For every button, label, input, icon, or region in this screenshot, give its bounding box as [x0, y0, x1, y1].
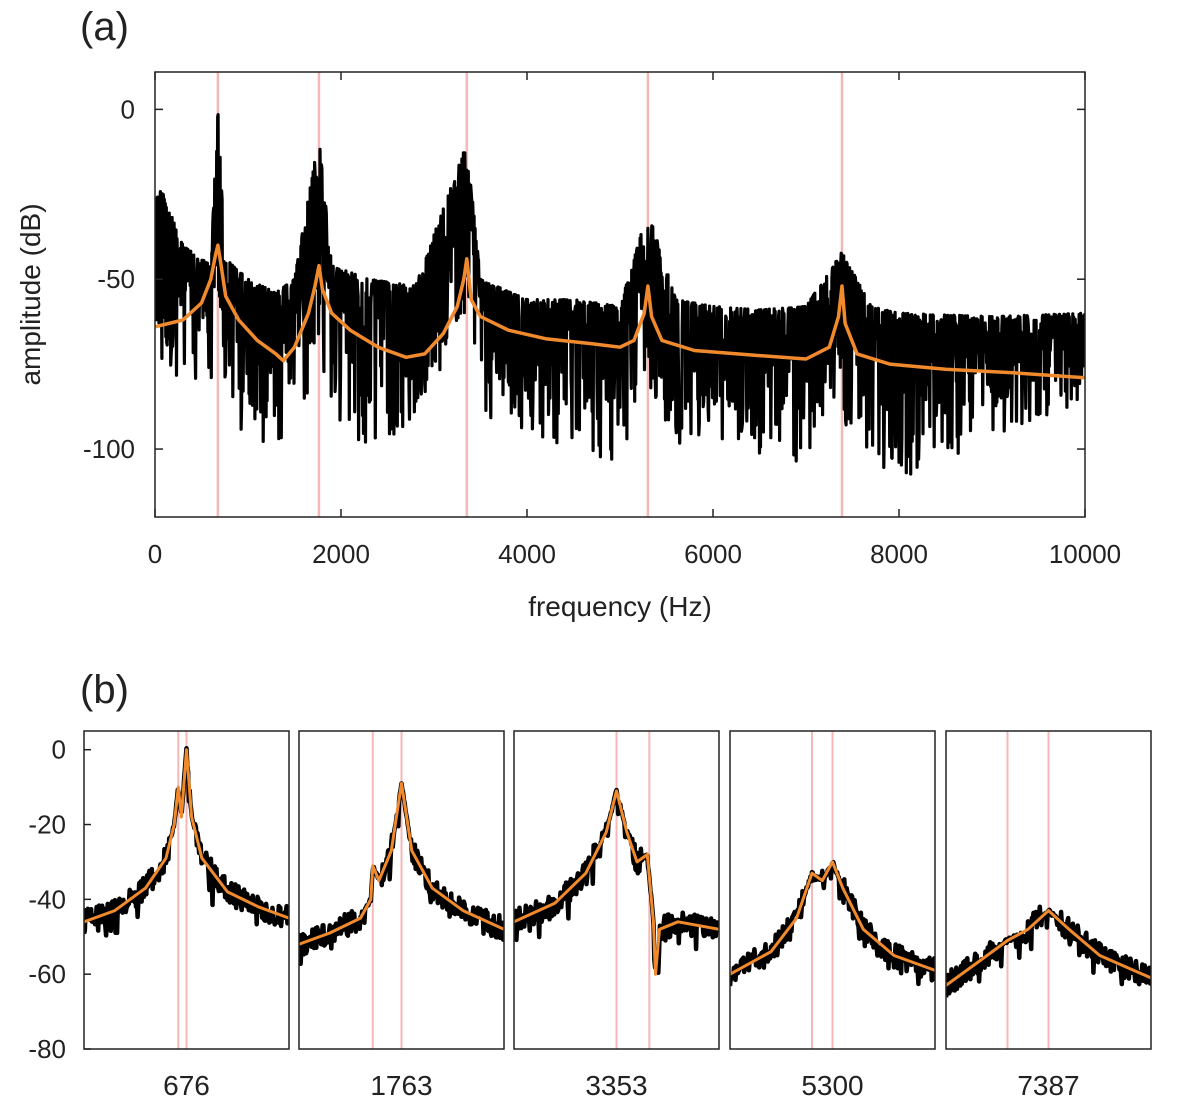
x-tick-label: 2000: [312, 539, 370, 569]
y-tick-label: -40: [28, 884, 66, 914]
panel-label-b: (b): [80, 668, 129, 712]
series-fit: [946, 909, 1151, 987]
plot-frame-a: [154, 71, 1086, 518]
plot-area: [946, 731, 1151, 1049]
subpanel-676: 676: [83, 730, 290, 1101]
subpanel-x-label: 5300: [801, 1070, 863, 1101]
y-tick-label: -50: [97, 264, 135, 294]
subpanel-3353: 3353: [513, 730, 720, 1101]
y-tick-label: 0: [121, 94, 135, 124]
y-tick-label: -60: [28, 959, 66, 989]
series-fit: [730, 860, 935, 976]
y-tick-label: -20: [28, 810, 66, 840]
y-tick-label: -80: [28, 1034, 66, 1064]
plot-area: [514, 731, 719, 1049]
panel-b: (b) 0 -20 -40 -60 -80 676 1763 3353 5300 7387: [28, 668, 1152, 1101]
x-tick-label: 4000: [498, 539, 556, 569]
y-tick-label: -100: [83, 434, 135, 464]
subpanel-x-label: 676: [163, 1070, 210, 1101]
plot-area: [84, 731, 289, 1049]
series-fit-curve: [155, 243, 1085, 380]
subpanel-frame: [83, 730, 290, 1050]
plot-area-a: [155, 72, 1085, 517]
series-fit: [514, 789, 719, 976]
plot-area: [299, 731, 504, 1049]
y-axis-label: amplitude (dB): [15, 203, 46, 385]
subpanel-frame: [513, 730, 720, 1050]
x-tick-label: 10000: [1049, 539, 1121, 569]
plot-area: [730, 731, 935, 1049]
x-tick-label: 0: [148, 539, 162, 569]
subpanel-7387: 7387: [945, 730, 1152, 1101]
subpanel-frame: [945, 730, 1152, 1050]
subpanel-frame: [298, 730, 505, 1050]
subpanel-1763: 1763: [298, 730, 505, 1101]
x-tick-label: 6000: [684, 539, 742, 569]
subpanel-5300: 5300: [729, 730, 936, 1101]
subpanel-frame: [729, 730, 936, 1050]
panel-label-a: (a): [80, 5, 129, 49]
subpanel-x-label: 3353: [585, 1070, 647, 1101]
y-tick-label: 0: [52, 735, 66, 765]
series-fit: [84, 748, 289, 924]
x-tick-label: 8000: [870, 539, 928, 569]
subpanel-x-label: 7387: [1017, 1070, 1079, 1101]
x-axis-label: frequency (Hz): [528, 591, 712, 622]
series-measured-spectrum: [155, 113, 1085, 476]
subpanel-x-label: 1763: [370, 1070, 432, 1101]
panel-a: (a) 0 2000 4000 6000 8000 10000 0 -50 -100 frequen…: [15, 5, 1121, 622]
series-fit: [299, 781, 504, 946]
